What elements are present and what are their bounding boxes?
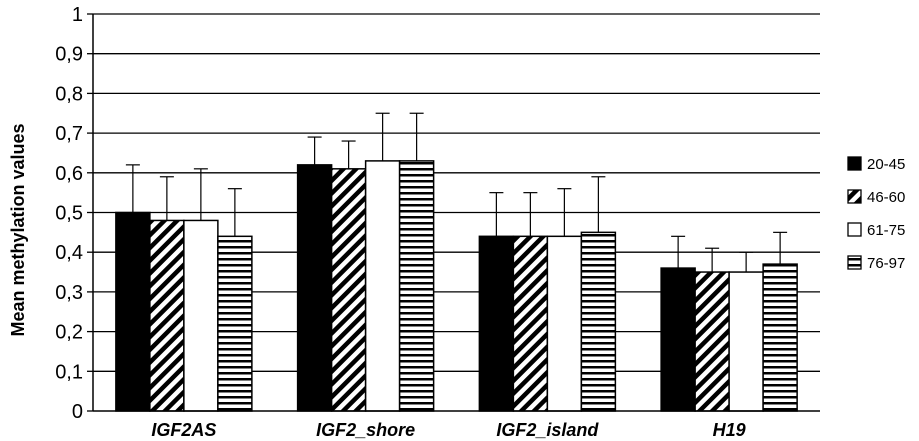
legend: 20-45 46-60 61-75 76-97 [847, 156, 905, 272]
bar-61-75 [728, 271, 764, 412]
x-category-label: IGF2_island [496, 420, 599, 440]
bar-76-97 [580, 231, 617, 412]
legend-label: 61-75 [867, 222, 905, 239]
y-axis-title: Mean methylation values [8, 123, 28, 336]
y-tick-label: 0,3 [55, 282, 83, 304]
x-category-label: IGF2_shore [316, 420, 415, 440]
y-tick-label: 0,9 [55, 44, 83, 66]
y-tick-label: 1 [72, 4, 83, 26]
axes [92, 14, 820, 412]
y-axis-tick-labels: 0 0,1 0,2 0,3 0,4 0,5 0,6 0,7 0,8 0,9 1 [55, 4, 83, 423]
bar-20-45 [115, 211, 151, 412]
x-category-label: IGF2AS [151, 420, 216, 440]
bar-61-75 [364, 160, 401, 412]
legend-label: 20-45 [867, 156, 905, 173]
bar-46-60 [149, 219, 185, 412]
legend-swatch-46-60 [847, 189, 862, 204]
bar-76-97 [398, 160, 435, 412]
bar-46-60 [330, 168, 367, 412]
y-tick-label: 0,1 [55, 361, 83, 383]
y-tick-label: 0,4 [55, 242, 83, 264]
y-tick-label: 0,6 [55, 163, 83, 185]
bar-61-75 [546, 235, 583, 412]
y-tick-label: 0 [72, 401, 83, 423]
legend-swatch-20-45 [847, 156, 862, 171]
bars [115, 160, 798, 412]
x-category-label: H19 [713, 420, 746, 440]
y-tick-label: 0,8 [55, 83, 83, 105]
y-tick-label: 0,5 [55, 203, 83, 225]
bar-20-45 [660, 267, 696, 412]
legend-swatch-76-97 [847, 255, 862, 270]
legend-label: 76-97 [867, 255, 905, 272]
y-tick-label: 0,2 [55, 322, 83, 344]
y-tick-label: 0,7 [55, 123, 83, 145]
bar-46-60 [512, 235, 549, 412]
bar-76-97 [762, 263, 798, 412]
error-bars [125, 112, 788, 273]
legend-swatch-61-75 [847, 222, 862, 237]
bar-46-60 [694, 271, 730, 412]
bar-20-45 [478, 235, 515, 412]
bar-61-75 [183, 219, 219, 412]
bar-20-45 [296, 164, 333, 412]
legend-label: 46-60 [867, 189, 905, 206]
bar-76-97 [217, 235, 253, 412]
x-axis-category-labels: IGF2AS IGF2_shore IGF2_island H19 [151, 420, 745, 440]
